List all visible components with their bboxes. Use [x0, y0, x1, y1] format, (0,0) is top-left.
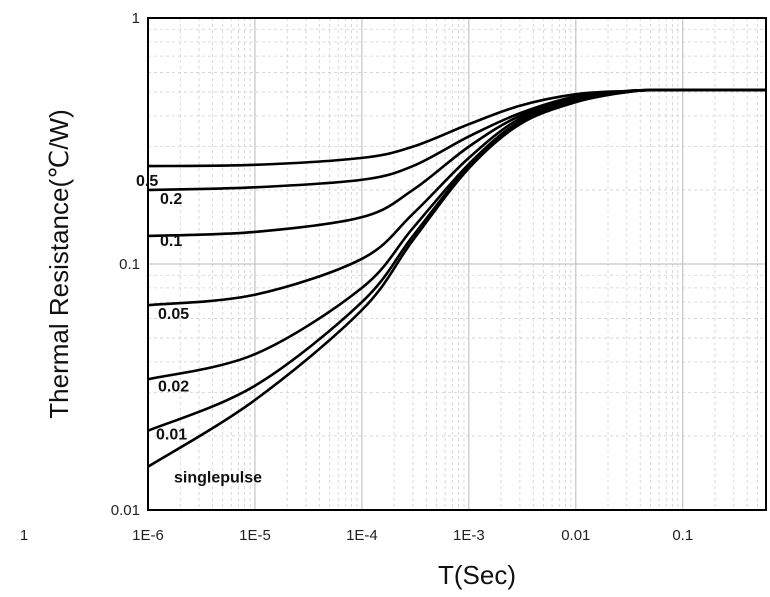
- series-curve-0.02: [147, 88, 767, 381]
- series-curve-0.1: [147, 88, 767, 238]
- series-label-0.02: 0.02: [158, 378, 189, 395]
- series-label-0.01: 0.01: [156, 427, 187, 444]
- x-axis-tick-labels: 1E-6 1E-5 1E-4 1E-3 0.01 0.1 1: [20, 527, 693, 544]
- series-curve-singlepulse: [147, 88, 767, 468]
- grid-lines: [147, 18, 766, 510]
- series-curve-0.05: [147, 88, 767, 307]
- series-label-0.05: 0.05: [158, 306, 189, 323]
- y-tick-label: 0.01: [111, 502, 140, 519]
- series-curves: [147, 88, 767, 468]
- series-label-0.2: 0.2: [160, 191, 182, 208]
- x-tick-label: 0.1: [672, 527, 693, 544]
- x-tick-label: 1: [20, 527, 28, 544]
- series-label-0.1: 0.1: [160, 233, 182, 250]
- y-tick-label: 1: [132, 10, 140, 27]
- x-tick-label: 0.01: [561, 527, 590, 544]
- x-tick-label: 1E-3: [453, 527, 485, 544]
- x-tick-label: 1E-5: [239, 527, 271, 544]
- series-curve-0.01: [147, 88, 767, 432]
- x-tick-label: 1E-6: [132, 527, 164, 544]
- plot-frame: [147, 17, 767, 511]
- x-axis-title: T(Sec): [438, 560, 516, 590]
- x-tick-label: 1E-4: [346, 527, 378, 544]
- y-axis-title: Thermal Resistance(℃/W): [44, 109, 74, 418]
- series-label-singlepulse: singlepulse: [174, 470, 262, 487]
- y-axis-tick-labels: 1 0.1 0.01: [111, 10, 140, 519]
- y-tick-label: 0.1: [119, 256, 140, 273]
